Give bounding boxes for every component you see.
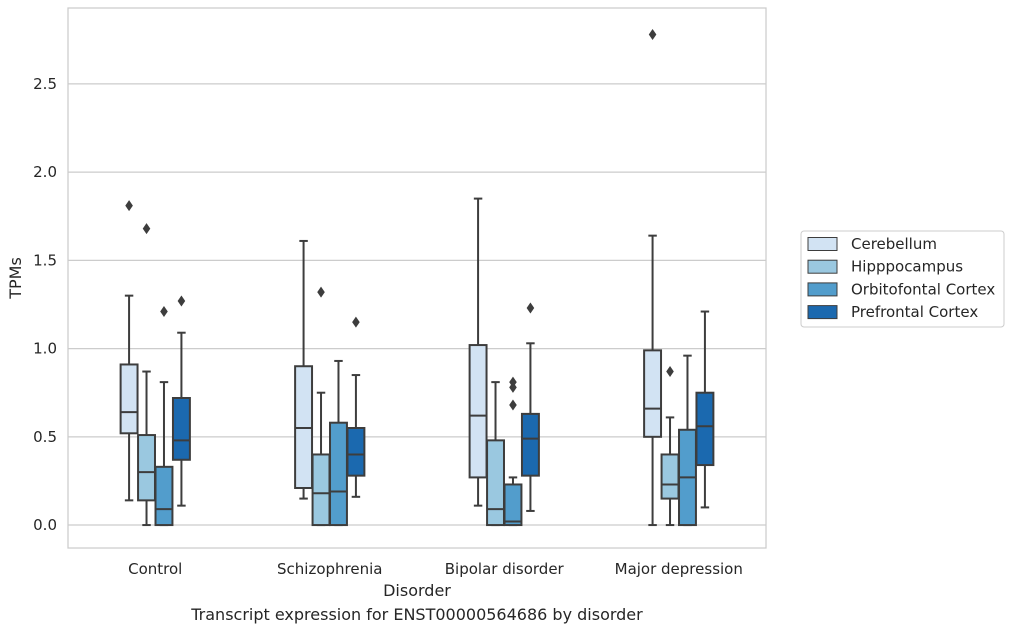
box-bipolar-disorder-2	[486, 381, 505, 527]
box-schizophrenia-4	[346, 316, 366, 498]
outlier-point	[142, 223, 151, 235]
outlier-point	[648, 28, 657, 40]
x-tick-label: Bipolar disorder	[445, 560, 565, 578]
x-tick-label: Major depression	[615, 560, 743, 578]
box	[486, 439, 505, 527]
x-axis-label: Disorder	[383, 581, 451, 600]
y-tick-label: 1.0	[33, 340, 57, 358]
legend-label: Cerebellum	[851, 235, 937, 253]
legend-swatch	[807, 259, 838, 274]
x-tick-label: Control	[128, 560, 182, 578]
box	[643, 349, 663, 438]
box	[171, 397, 191, 461]
legend-frame	[800, 230, 1005, 328]
y-tick-label: 1.5	[33, 251, 57, 269]
legend-label: Hipppocampus	[851, 258, 963, 276]
legend-swatch	[807, 305, 838, 320]
box	[329, 421, 348, 527]
legend-swatch	[807, 237, 838, 251]
outlier-point	[125, 200, 133, 212]
outlier-point	[509, 399, 517, 411]
box-schizophrenia-1	[294, 239, 314, 500]
legend-swatch	[807, 282, 838, 297]
box	[468, 344, 488, 479]
figure-caption: Transcript expression for ENST0000056468…	[191, 605, 643, 624]
box-schizophrenia-3	[329, 359, 348, 527]
box-bipolar-disorder-1	[468, 197, 488, 507]
x-tick-label: Schizophrenia	[277, 560, 382, 578]
box-major-depression-1	[643, 28, 663, 527]
box-control-3	[154, 306, 174, 527]
box-control-4	[171, 295, 191, 507]
box	[119, 363, 139, 435]
box	[137, 434, 156, 502]
box-control-1	[119, 200, 139, 502]
box	[311, 453, 331, 527]
box-major-depression-2	[660, 366, 680, 527]
box-schizophrenia-2	[311, 286, 331, 527]
box-major-depression-3	[678, 354, 697, 527]
x-axis-ticks: Control Schizophrenia Bipolar disorder Majo…	[128, 560, 743, 578]
outlier-point	[666, 366, 674, 378]
box	[346, 427, 366, 477]
box	[154, 465, 174, 527]
y-tick-label: 0.0	[33, 516, 57, 534]
box-bipolar-disorder-4	[520, 302, 540, 512]
legend-label: Orbitofontal Cortex	[851, 280, 995, 298]
y-axis-ticks: 0.0 0.5 1.0 1.5 2.0 2.5	[33, 75, 57, 534]
box	[503, 483, 523, 527]
outlier-point	[317, 286, 325, 298]
outlier-point	[177, 295, 186, 307]
y-axis-label: TPMs	[6, 257, 25, 300]
outlier-point	[526, 302, 535, 314]
outlier-point	[160, 306, 168, 318]
box-bipolar-disorder-3	[503, 376, 523, 527]
y-tick-label: 2.5	[33, 75, 57, 93]
box	[695, 391, 715, 467]
y-tick-label: 2.0	[33, 163, 57, 181]
box	[660, 453, 680, 500]
legend: Cerebellum Hipppocampus Orbitofontal Corte…	[800, 230, 1005, 328]
y-tick-label: 0.5	[33, 428, 57, 446]
box-control-2	[137, 223, 156, 527]
legend-label: Prefrontal Cortex	[851, 303, 978, 321]
outlier-point	[509, 376, 517, 388]
plot-area-frame	[67, 7, 767, 549]
box	[520, 412, 540, 477]
box-major-depression-4	[695, 310, 715, 509]
box-groups	[119, 28, 715, 527]
outlier-point	[352, 316, 360, 328]
